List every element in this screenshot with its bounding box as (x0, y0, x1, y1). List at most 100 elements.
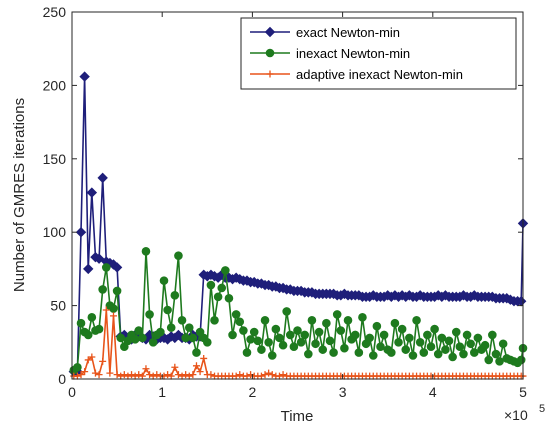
data-point (466, 339, 475, 349)
data-point (87, 313, 97, 322)
data-point (419, 348, 429, 357)
data-point (98, 285, 107, 294)
data-point (267, 351, 277, 360)
data-point (376, 342, 385, 352)
data-point (282, 307, 291, 316)
data-point (405, 333, 414, 343)
data-point (232, 372, 240, 380)
data-point (300, 330, 310, 340)
x-tick-label: 4 (429, 384, 437, 400)
data-point (156, 327, 165, 337)
legend-label: exact Newton-min (296, 25, 400, 40)
legend-label: inexact Newton-min (296, 46, 410, 61)
data-point (93, 253, 105, 264)
data-point (343, 315, 353, 325)
data-point (239, 326, 248, 335)
data-point (516, 355, 526, 365)
data-point (76, 318, 86, 328)
data-point (387, 348, 396, 357)
data-point (304, 349, 313, 359)
data-point (188, 333, 198, 343)
data-point (141, 246, 151, 256)
data-point (182, 371, 190, 379)
data-point (111, 262, 123, 273)
data-point (210, 315, 219, 325)
data-point (106, 369, 114, 377)
data-point (235, 317, 245, 327)
data-point (246, 335, 255, 344)
data-point (408, 351, 418, 360)
series-layer (68, 71, 529, 380)
data-point (260, 315, 270, 325)
data-point (167, 372, 175, 380)
data-point (88, 353, 96, 361)
data-point (495, 357, 504, 366)
data-point (166, 323, 176, 332)
data-point (134, 326, 144, 335)
data-point (350, 330, 360, 340)
y-tick-label: 0 (58, 371, 66, 387)
data-point (354, 348, 364, 357)
x-multiplier: ×10 5 (504, 403, 545, 423)
data-point (217, 283, 227, 293)
data-point (189, 371, 197, 379)
data-point (109, 304, 118, 313)
data-point (430, 324, 439, 334)
data-point (231, 310, 241, 319)
data-point (203, 338, 212, 347)
data-point (469, 348, 479, 357)
data-point (358, 313, 367, 322)
data-point (325, 336, 335, 346)
data-point (174, 371, 182, 379)
data-point (95, 371, 103, 379)
data-point (73, 372, 81, 380)
data-point (170, 291, 180, 300)
data-point (164, 371, 172, 379)
plot-frame (71, 11, 524, 380)
x-multiplier-base: ×10 (504, 407, 528, 423)
data-point (171, 363, 179, 371)
data-point (75, 226, 87, 238)
legend: exact Newton-min inexact Newton-min adapti… (240, 17, 517, 90)
data-point (249, 327, 259, 337)
data-point (455, 342, 465, 352)
legend-items: exact Newton-min inexact Newton-min adapti… (250, 25, 463, 82)
data-point (174, 251, 183, 260)
data-point (177, 315, 187, 325)
data-point (257, 345, 266, 354)
data-point (257, 372, 265, 380)
data-point (117, 372, 125, 380)
x-tick-label: 2 (249, 384, 257, 400)
data-point (293, 326, 302, 335)
x-axis-title: Time (281, 408, 314, 425)
data-point (275, 372, 283, 380)
data-point (444, 336, 454, 346)
series-3 (70, 306, 527, 380)
data-point (153, 371, 161, 379)
data-point (109, 312, 117, 320)
data-point (113, 371, 121, 379)
data-point (83, 330, 93, 340)
data-point (368, 351, 378, 360)
data-point (77, 371, 85, 379)
x-tick-label: 3 (339, 384, 347, 400)
legend-marker (266, 70, 274, 78)
data-point (314, 327, 324, 337)
x-tick-label: 1 (158, 384, 166, 400)
data-point (372, 321, 382, 331)
data-point (243, 372, 251, 380)
legend-label: adaptive inexact Newton-min (296, 67, 463, 82)
data-point (488, 330, 497, 340)
data-point (236, 371, 244, 379)
data-point (124, 372, 132, 380)
data-point (213, 292, 223, 302)
data-point (448, 352, 457, 362)
data-point (97, 172, 108, 184)
data-point (228, 330, 237, 340)
data-point (184, 323, 194, 332)
data-point (261, 371, 269, 379)
data-point (79, 71, 90, 82)
data-point (423, 330, 432, 340)
legend-marker (265, 48, 275, 58)
